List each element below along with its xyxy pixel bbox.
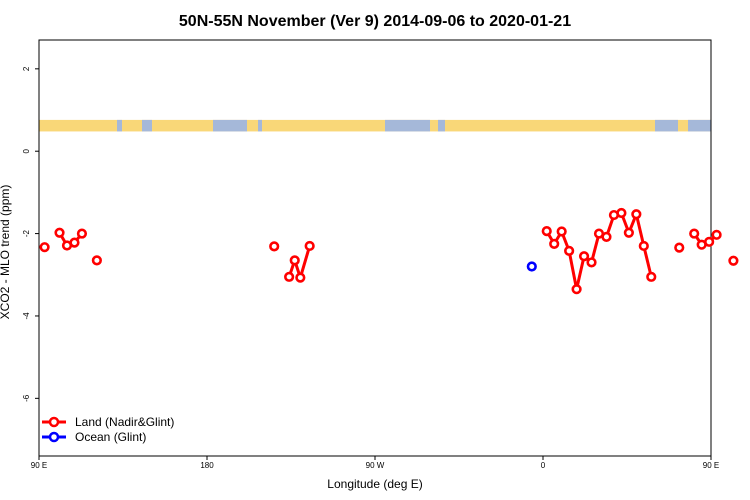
data-point	[638, 240, 649, 252]
y-axis-title: XCO2 - MLO trend (ppm)	[0, 185, 12, 320]
data-point	[76, 228, 88, 239]
data-point	[526, 261, 537, 272]
data-point	[564, 245, 575, 256]
legend-item-ocean: Ocean (Glint)	[42, 430, 146, 444]
land-mask-ocean	[117, 119, 122, 132]
series-layer	[39, 207, 739, 295]
plot-frame	[38, 39, 712, 457]
x-axis-title: Longitude (deg E)	[327, 477, 422, 491]
land-mask-ocean	[213, 119, 247, 132]
data-point	[601, 231, 612, 242]
land-mask-ocean	[385, 119, 430, 132]
data-point	[39, 242, 50, 253]
y-tick-label: -6	[22, 394, 31, 402]
series-line	[287, 245, 312, 280]
legend-item-land: Land (Nadir&Glint)	[42, 415, 174, 429]
land-mask-ocean	[142, 119, 152, 132]
data-point	[571, 284, 582, 295]
chart-title: 50N-55N November (Ver 9) 2014-09-06 to 2…	[179, 13, 571, 30]
legend-label-ocean: Ocean (Glint)	[75, 430, 146, 444]
land-mask-band	[39, 119, 711, 132]
data-point	[556, 226, 567, 237]
data-point	[616, 207, 627, 219]
series-line	[545, 211, 653, 291]
land-mask-ocean	[688, 119, 711, 132]
x-axis: 90 E 180 90 W 0 90 E	[31, 456, 719, 470]
data-point	[269, 241, 280, 252]
data-point	[689, 228, 700, 239]
series-ocean	[526, 261, 537, 272]
data-point	[674, 242, 685, 253]
legend-label-land: Land (Nadir&Glint)	[75, 415, 174, 429]
data-point	[586, 257, 597, 268]
data-point	[69, 237, 80, 248]
data-point	[295, 272, 306, 283]
data-point	[631, 209, 642, 220]
data-point	[284, 271, 295, 282]
legend: Land (Nadir&Glint) Ocean (Glint)	[42, 415, 174, 444]
y-tick-label: 2	[22, 66, 31, 71]
data-point	[54, 227, 65, 238]
x-tick-label: 90 E	[703, 461, 719, 470]
x-tick-label: 180	[200, 461, 214, 470]
data-point	[711, 229, 722, 240]
land-mask-ocean	[655, 119, 678, 132]
series-land	[39, 207, 739, 295]
data-point	[91, 255, 102, 266]
land-mask-ocean	[258, 119, 262, 132]
legend-swatch-land-marker	[48, 416, 60, 428]
data-point	[704, 236, 715, 247]
x-tick-label: 90 W	[366, 461, 385, 470]
y-tick-label: -2	[22, 229, 31, 237]
y-axis: 2 0 -2 -4 -6	[22, 66, 39, 402]
x-tick-label: 90 E	[31, 461, 47, 470]
data-point	[578, 251, 590, 262]
data-point	[549, 238, 560, 249]
land-mask-land	[39, 119, 711, 132]
data-point	[289, 255, 300, 266]
x-tick-label: 0	[541, 461, 546, 470]
y-tick-label: -4	[22, 312, 31, 320]
land-mask-ocean	[438, 119, 445, 132]
legend-swatch-ocean-marker	[48, 431, 60, 443]
data-point	[304, 240, 315, 252]
data-point	[623, 227, 634, 238]
data-point	[646, 271, 657, 282]
data-point	[541, 226, 552, 237]
y-tick-label: 0	[22, 148, 31, 153]
data-point	[728, 255, 739, 266]
